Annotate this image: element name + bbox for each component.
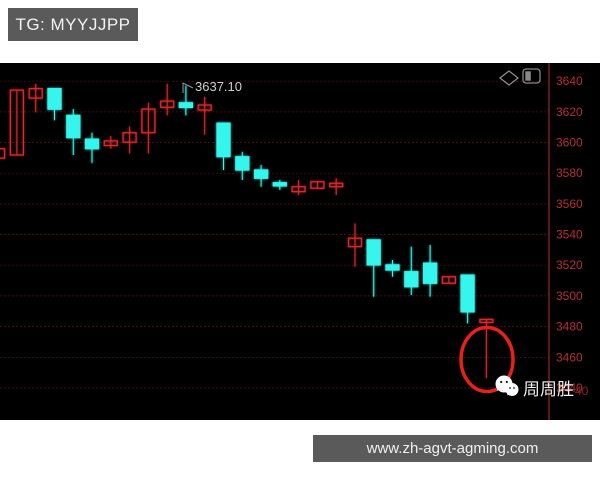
svg-text:3637.10: 3637.10 [195, 79, 242, 94]
svg-text:3540: 3540 [556, 228, 583, 242]
svg-text:3560: 3560 [556, 197, 583, 211]
svg-text:3460: 3460 [556, 350, 583, 364]
svg-text:3580: 3580 [556, 166, 583, 180]
svg-text:3600: 3600 [556, 136, 583, 150]
svg-text:3640: 3640 [556, 74, 583, 88]
svg-text:3500: 3500 [556, 289, 583, 303]
svg-text:周周胜: 周周胜 [523, 380, 574, 399]
svg-text:3620: 3620 [556, 105, 583, 119]
svg-text:3480: 3480 [556, 320, 583, 334]
svg-text:40: 40 [575, 384, 589, 398]
svg-text:3520: 3520 [556, 258, 583, 272]
